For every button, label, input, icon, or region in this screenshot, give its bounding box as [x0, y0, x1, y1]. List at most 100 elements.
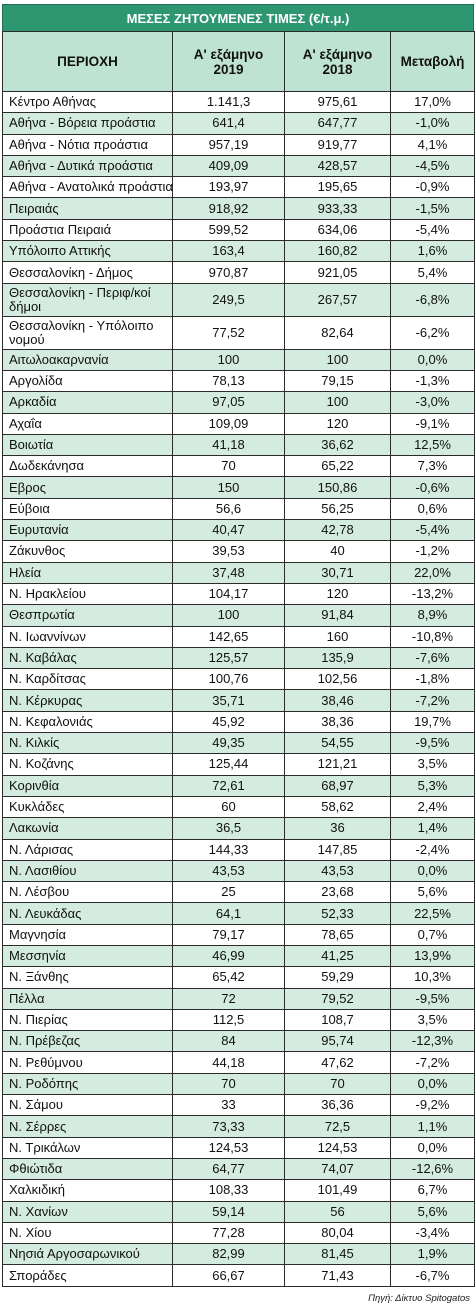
table-row: Ν. Ηρακλείου 104,17 120 -13,2%: [2, 582, 475, 606]
price-table-panel: ΜΕΣΕΣ ΖΗΤΟΥΜΕΝΕΣ ΤΙΜΕΣ (€/τ.μ.) ΠΕΡΙΟΧΗ …: [2, 4, 475, 1287]
area-cell: Κέντρο Αθήνας: [2, 90, 173, 114]
table-row: Υπόλοιπο Αττικής 163,4 160,82 1,6%: [2, 240, 475, 263]
area-cell: Αργολίδα: [2, 369, 173, 393]
value-2018-cell: 195,65: [284, 176, 391, 199]
value-2018-cell: 975,61: [284, 90, 391, 114]
change-cell: -3,4%: [390, 1221, 475, 1245]
value-2019-cell: 56,6: [172, 497, 285, 521]
area-cell: Αρκαδία: [2, 391, 173, 414]
value-2019-cell: 43,53: [172, 859, 285, 883]
value-2018-cell: 70: [284, 1072, 391, 1096]
value-2019-cell: 73,33: [172, 1115, 285, 1138]
value-2019-cell: 124,53: [172, 1136, 285, 1159]
change-cell: 0,6%: [390, 497, 475, 521]
table-row: Ν. Λασιθίου 43,53 43,53 0,0%: [2, 859, 475, 883]
table-row: Κορινθία 72,61 68,97 5,3%: [2, 774, 475, 797]
area-cell: Ν. Χανίων: [2, 1200, 173, 1223]
change-cell: 0,0%: [390, 348, 475, 371]
change-cell: 22,5%: [390, 902, 475, 925]
area-cell: Ν. Καρδίτσας: [2, 668, 173, 691]
table-row: Ν. Ξάνθης 65,42 59,29 10,3%: [2, 966, 475, 989]
area-cell: Ηλεία: [2, 561, 173, 584]
value-2018-cell: 647,77: [284, 112, 391, 135]
value-2019-cell: 25: [172, 881, 285, 904]
value-2018-cell: 43,53: [284, 859, 391, 883]
change-cell: -4,5%: [390, 154, 475, 178]
change-cell: -5,4%: [390, 218, 475, 242]
area-cell: Ν. Πρέβεζας: [2, 1030, 173, 1053]
table-row: Μεσσηνία 46,99 41,25 13,9%: [2, 944, 475, 968]
area-cell: Ν. Ηρακλείου: [2, 582, 173, 606]
area-cell: Λακωνία: [2, 817, 173, 840]
change-cell: 19,7%: [390, 710, 475, 734]
value-2018-cell: 56: [284, 1200, 391, 1223]
change-cell: -1,2%: [390, 540, 475, 563]
area-cell: Ζάκυνθος: [2, 540, 173, 563]
area-cell: Αθήνα - Δυτικά προάστια: [2, 154, 173, 178]
change-cell: -2,4%: [390, 838, 475, 861]
value-2019-cell: 65,42: [172, 966, 285, 989]
value-2019-cell: 33: [172, 1094, 285, 1117]
area-cell: Ν. Κιλκίς: [2, 732, 173, 755]
table-row: Ν. Τρικάλων 124,53 124,53 0,0%: [2, 1136, 475, 1159]
change-cell: 10,3%: [390, 966, 475, 989]
value-2018-cell: 160: [284, 625, 391, 648]
value-2018-cell: 100: [284, 348, 391, 371]
value-2019-cell: 44,18: [172, 1051, 285, 1074]
table-row: Ζάκυνθος 39,53 40 -1,2%: [2, 540, 475, 563]
area-cell: Θεσσαλονίκη - Υπόλοιπο νομού: [2, 315, 173, 350]
change-cell: 3,5%: [390, 753, 475, 776]
table-row: Ν. Λέσβου 25 23,68 5,6%: [2, 881, 475, 904]
change-cell: 22,0%: [390, 561, 475, 584]
table-row: Ν. Καβάλας 125,57 135,9 -7,6%: [2, 646, 475, 670]
area-cell: Ν. Χίου: [2, 1221, 173, 1245]
value-2019-cell: 45,92: [172, 710, 285, 734]
value-2018-cell: 267,57: [284, 282, 391, 317]
area-cell: Ν. Κεφαλονιάς: [2, 710, 173, 734]
change-cell: -0,6%: [390, 476, 475, 499]
change-cell: 1,9%: [390, 1243, 475, 1266]
table-row: Ηλεία 37,48 30,71 22,0%: [2, 561, 475, 584]
value-2019-cell: 104,17: [172, 582, 285, 606]
value-2018-cell: 80,04: [284, 1221, 391, 1245]
value-2019-cell: 125,44: [172, 753, 285, 776]
value-2018-cell: 47,62: [284, 1051, 391, 1074]
table-row: Λακωνία 36,5 36 1,4%: [2, 817, 475, 840]
change-cell: -7,2%: [390, 689, 475, 712]
table-row: Θεσπρωτία 100 91,84 8,9%: [2, 604, 475, 627]
change-cell: 5,4%: [390, 261, 475, 284]
change-cell: -5,4%: [390, 519, 475, 542]
value-2019-cell: 40,47: [172, 519, 285, 542]
change-cell: 5,6%: [390, 1200, 475, 1223]
value-2019-cell: 193,97: [172, 176, 285, 199]
table-row: Ν. Κεφαλονιάς 45,92 38,36 19,7%: [2, 710, 475, 734]
value-2019-cell: 109,09: [172, 412, 285, 435]
change-cell: 1,1%: [390, 1115, 475, 1138]
header-2018: Α' εξάμηνο 2018: [284, 31, 391, 92]
table-row: Αργολίδα 78,13 79,15 -1,3%: [2, 369, 475, 393]
source-note: Πηγή: Δίκτυο Spitogatos: [368, 1293, 470, 1304]
value-2019-cell: 100: [172, 348, 285, 371]
value-2018-cell: 36,36: [284, 1094, 391, 1117]
change-cell: -7,6%: [390, 646, 475, 670]
area-cell: Ευρυτανία: [2, 519, 173, 542]
table-row: Ευρυτανία 40,47 42,78 -5,4%: [2, 519, 475, 542]
value-2019-cell: 46,99: [172, 944, 285, 968]
area-cell: Ν. Καβάλας: [2, 646, 173, 670]
area-cell: Θεσσαλονίκη - Δήμος: [2, 261, 173, 284]
change-cell: 2,4%: [390, 795, 475, 819]
change-cell: -7,2%: [390, 1051, 475, 1074]
value-2019-cell: 112,5: [172, 1008, 285, 1032]
value-2018-cell: 150,86: [284, 476, 391, 499]
change-cell: 0,0%: [390, 1072, 475, 1096]
value-2019-cell: 35,71: [172, 689, 285, 712]
value-2019-cell: 97,05: [172, 391, 285, 414]
area-cell: Υπόλοιπο Αττικής: [2, 240, 173, 263]
change-cell: -6,2%: [390, 315, 475, 350]
change-cell: -13,2%: [390, 582, 475, 606]
change-cell: 5,3%: [390, 774, 475, 797]
table-row: Πέλλα 72 79,52 -9,5%: [2, 987, 475, 1010]
area-cell: Ν. Ροδόπης: [2, 1072, 173, 1096]
table-row: Σποράδες 66,67 71,43 -6,7%: [2, 1264, 475, 1287]
area-cell: Ν. Σέρρες: [2, 1115, 173, 1138]
